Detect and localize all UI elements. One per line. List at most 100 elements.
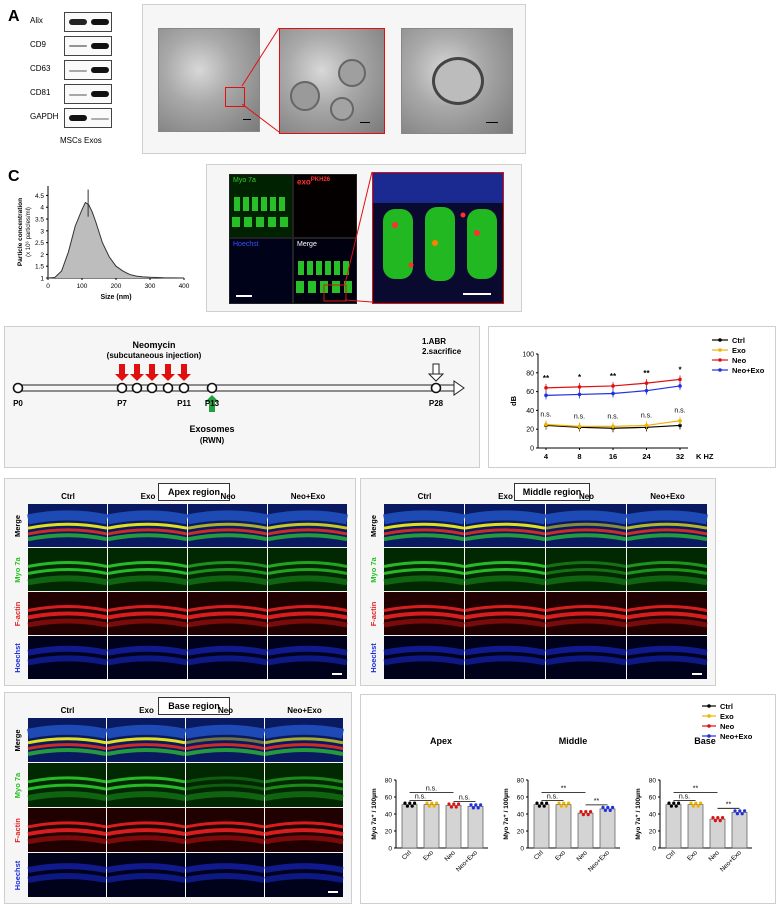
confocal-tile xyxy=(107,548,188,591)
column-label: Exo xyxy=(498,492,513,501)
bar-dot xyxy=(449,805,453,809)
tissue-band xyxy=(185,737,265,745)
legend-entry: Exo xyxy=(732,346,746,355)
tissue-band xyxy=(626,560,708,568)
significance-bottom: n.s. xyxy=(540,412,551,419)
bar-dot xyxy=(430,801,434,805)
tissue-band xyxy=(106,791,186,802)
bar-dot xyxy=(579,810,583,814)
exosome-arrow-head xyxy=(205,395,219,402)
bar-dot xyxy=(699,801,703,805)
tissue-band xyxy=(464,510,546,525)
y-axis-title: dB xyxy=(509,395,518,406)
confocal-tile xyxy=(264,763,344,807)
confocal-tile xyxy=(464,592,546,635)
bar-dot xyxy=(457,802,461,806)
regionI-svg: Ctrl Exo Neo Neo+Exo Merge Myo 7a F-actin Hoech… xyxy=(13,706,345,897)
confocal-tile xyxy=(464,636,546,679)
bar-dot xyxy=(479,803,483,807)
bar-dot xyxy=(542,804,546,808)
tissue-band xyxy=(27,522,108,530)
column-label: Exo xyxy=(139,706,154,715)
tissue-band xyxy=(267,655,348,666)
confocal-tile xyxy=(545,636,627,679)
tissue-band xyxy=(185,873,265,883)
category-label: Neo xyxy=(444,849,458,863)
blot-label-gapdh: GAPDH xyxy=(30,112,59,121)
tissue-band xyxy=(187,533,268,542)
tissue-band xyxy=(264,737,344,745)
tissue-band xyxy=(187,618,268,628)
legend-marker xyxy=(707,734,711,738)
subplot-title: Middle xyxy=(559,736,588,746)
blot-strip-cd9 xyxy=(64,36,112,56)
category-label: Ctrl xyxy=(401,849,413,861)
bar-dot xyxy=(603,808,607,812)
timeline-day-label: P11 xyxy=(177,399,191,408)
confocal-tile xyxy=(27,636,108,679)
significance-bottom: n.s. xyxy=(641,412,652,419)
confocal-tile xyxy=(383,504,465,547)
confocal-tile xyxy=(106,808,186,852)
tissue-band xyxy=(107,510,189,525)
row-label: F-actin xyxy=(369,601,378,626)
neomycin-arrow-head xyxy=(130,374,144,381)
tissue-band xyxy=(187,575,268,586)
bar-dot xyxy=(584,810,588,814)
x-axis-unit: K HZ xyxy=(696,452,714,461)
tile-background xyxy=(186,763,264,807)
tissue-band xyxy=(106,783,186,791)
y-tick-label: 40 xyxy=(649,812,657,819)
tissue-band xyxy=(106,821,186,829)
y-tick-label: 2.5 xyxy=(35,240,44,247)
tissue-band xyxy=(185,724,266,739)
y-axis-subtitle: (x 10⁶ particles/ml) xyxy=(25,207,32,257)
tissue-band xyxy=(464,611,546,620)
y-tick-label: 2 xyxy=(40,252,44,259)
tissue-band xyxy=(187,605,268,612)
y-tick-label: 40 xyxy=(385,812,393,819)
legend-entry: Ctrl xyxy=(720,702,733,711)
tissue-band xyxy=(383,528,465,536)
bar xyxy=(555,804,572,849)
legend-marker xyxy=(718,338,722,342)
tissue-band xyxy=(267,568,348,575)
category-label: Ctrl xyxy=(665,849,677,861)
blot-strip-cd81 xyxy=(64,84,112,104)
significance-bottom: n.s. xyxy=(607,413,618,420)
legend-marker xyxy=(718,358,722,362)
y-tick-label: 80 xyxy=(526,370,534,377)
legend-entry: Neo xyxy=(732,356,747,365)
row-label: Myo 7a xyxy=(13,556,22,582)
bar-dot xyxy=(738,809,742,813)
y-tick-label: 60 xyxy=(385,795,393,802)
bar-dot xyxy=(540,801,544,805)
timeline-day-label: P7 xyxy=(117,399,127,408)
tissue-band xyxy=(106,748,186,756)
bar-dot xyxy=(716,816,720,820)
significance-top: ** xyxy=(610,372,617,381)
significance-label: ** xyxy=(594,798,600,805)
myo7a-image: Myo 7a xyxy=(229,174,293,238)
data-point xyxy=(678,377,682,382)
column-label: Neo+Exo xyxy=(650,492,685,501)
y-tick-label: 0 xyxy=(530,446,534,453)
bar-dot xyxy=(669,804,673,808)
tissue-band xyxy=(107,605,188,612)
tissue-band xyxy=(27,743,107,751)
bar-dot xyxy=(674,804,678,808)
tissue-band xyxy=(106,743,186,751)
sacrifice-label: 2.sacrifice xyxy=(422,347,462,356)
y-tick-label: 1 xyxy=(40,276,44,283)
y-tick-label: 20 xyxy=(649,829,657,836)
tissue-band xyxy=(545,522,627,530)
data-point xyxy=(577,392,582,397)
legend-marker xyxy=(718,368,722,372)
bar-dot xyxy=(740,812,744,816)
x-tick-label: 300 xyxy=(145,283,156,290)
bar-dot xyxy=(562,801,566,805)
bar-dot xyxy=(567,801,571,805)
bar-dot xyxy=(403,801,407,805)
x-tick-label: 8 xyxy=(577,452,581,461)
regionG-svg: Ctrl Exo Neo Neo+Exo Merge Myo 7a F-actin Hoech… xyxy=(13,492,349,679)
